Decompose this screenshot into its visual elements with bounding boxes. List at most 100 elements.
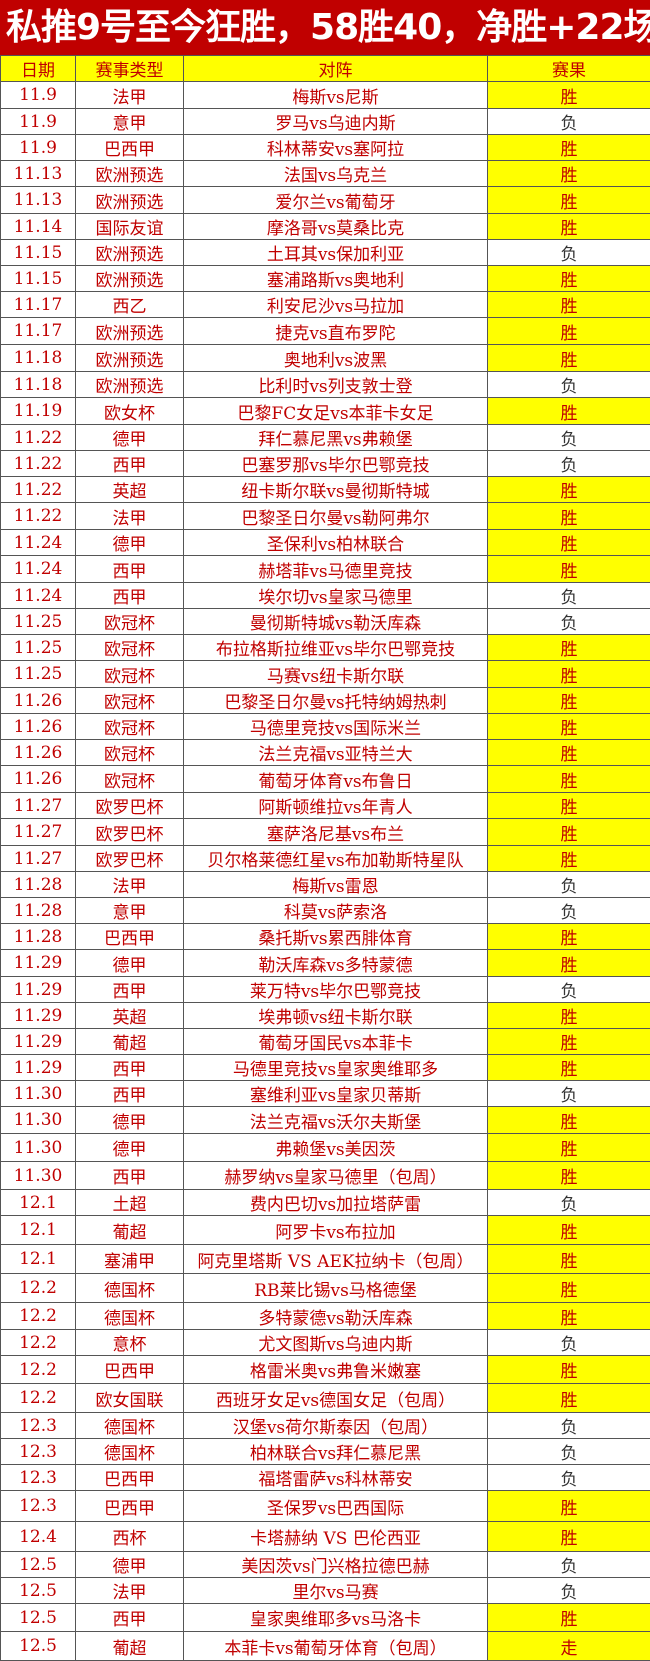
match-cell: 摩洛哥vs莫桑比克 [184, 214, 488, 240]
date-cell: 11.13 [1, 187, 76, 214]
match-cell: 塞浦路斯vs奥地利 [184, 266, 488, 292]
date-cell: 11.15 [1, 266, 76, 292]
result-cell: 胜 [488, 846, 650, 872]
match-cell: 法兰克福vs亚特兰大 [184, 740, 488, 766]
date-cell: 11.24 [1, 583, 76, 609]
type-cell: 西杯 [76, 1522, 184, 1552]
result-cell: 负 [488, 1081, 650, 1107]
type-cell: 德甲 [76, 950, 184, 977]
date-cell: 11.15 [1, 240, 76, 266]
result-cell: 胜 [488, 1303, 650, 1330]
date-cell: 11.19 [1, 398, 76, 425]
date-cell: 12.2 [1, 1303, 76, 1330]
date-cell: 11.13 [1, 161, 76, 187]
result-cell: 胜 [488, 556, 650, 583]
type-cell: 葡超 [76, 1632, 184, 1661]
type-cell: 德国杯 [76, 1303, 184, 1330]
date-cell: 12.5 [1, 1604, 76, 1632]
date-cell: 11.30 [1, 1134, 76, 1162]
result-cell: 胜 [488, 1522, 650, 1552]
date-cell: 12.2 [1, 1330, 76, 1356]
result-cell: 胜 [488, 1604, 650, 1632]
type-cell: 西乙 [76, 292, 184, 318]
match-cell: 圣保罗vs巴西国际 [184, 1491, 488, 1522]
match-cell: 西班牙女足vs德国女足（包周） [184, 1384, 488, 1413]
type-cell: 欧冠杯 [76, 766, 184, 793]
type-cell: 欧洲预选 [76, 161, 184, 187]
match-cell: 阿克里塔斯 VS AEK拉纳卡（包周） [184, 1245, 488, 1274]
date-cell: 11.28 [1, 898, 76, 924]
date-cell: 11.22 [1, 451, 76, 477]
date-cell: 11.22 [1, 425, 76, 451]
type-cell: 西甲 [76, 556, 184, 583]
date-cell: 11.24 [1, 530, 76, 556]
match-cell: 梅斯vs尼斯 [184, 82, 488, 109]
match-cell: 卡塔赫纳 VS 巴伦西亚 [184, 1522, 488, 1552]
match-cell: 赫塔菲vs马德里竞技 [184, 556, 488, 583]
match-cell: 塞维利亚vs皇家贝蒂斯 [184, 1081, 488, 1107]
date-cell: 11.29 [1, 950, 76, 977]
date-cell: 11.25 [1, 661, 76, 688]
match-cell: 美因茨vs门兴格拉德巴赫 [184, 1552, 488, 1578]
match-cell: 纽卡斯尔联vs曼彻斯特城 [184, 477, 488, 503]
date-cell: 11.30 [1, 1162, 76, 1190]
result-cell: 胜 [488, 82, 650, 109]
match-cell: 法兰克福vs沃尔夫斯堡 [184, 1107, 488, 1134]
match-cell: 法国vs乌克兰 [184, 161, 488, 187]
result-cell: 负 [488, 977, 650, 1003]
match-cell: 巴黎FC女足vs本菲卡女足 [184, 398, 488, 425]
result-cell: 胜 [488, 1384, 650, 1413]
type-cell: 意甲 [76, 898, 184, 924]
match-cell: 科莫vs萨索洛 [184, 898, 488, 924]
match-cell: 土耳其vs保加利亚 [184, 240, 488, 266]
result-cell: 负 [488, 240, 650, 266]
type-cell: 巴西甲 [76, 135, 184, 161]
type-cell: 欧冠杯 [76, 714, 184, 740]
type-cell: 欧洲预选 [76, 266, 184, 292]
header-result: 赛果 [488, 56, 650, 82]
type-cell: 土超 [76, 1190, 184, 1216]
type-cell: 国际友谊 [76, 214, 184, 240]
type-cell: 欧罗巴杯 [76, 846, 184, 872]
result-cell: 胜 [488, 924, 650, 950]
result-cell: 胜 [488, 266, 650, 292]
type-cell: 塞浦甲 [76, 1245, 184, 1274]
result-cell: 胜 [488, 1491, 650, 1522]
date-cell: 11.29 [1, 1029, 76, 1055]
date-cell: 12.2 [1, 1384, 76, 1413]
match-cell: 巴黎圣日尔曼vs托特纳姆热刺 [184, 688, 488, 714]
match-cell: 捷克vs直布罗陀 [184, 318, 488, 345]
match-cell: 本菲卡vs葡萄牙体育（包周） [184, 1632, 488, 1661]
page-title: 私推9号至今狂胜，58胜40，净胜+22场 [0, 0, 650, 55]
match-cell: 柏林联合vs拜仁慕尼黑 [184, 1439, 488, 1465]
result-cell: 胜 [488, 819, 650, 846]
date-cell: 12.4 [1, 1522, 76, 1552]
type-cell: 欧女杯 [76, 398, 184, 425]
match-cell: 多特蒙德vs勒沃库森 [184, 1303, 488, 1330]
type-cell: 法甲 [76, 503, 184, 530]
result-cell: 胜 [488, 1356, 650, 1384]
match-cell: 马德里竞技vs国际米兰 [184, 714, 488, 740]
match-cell: 罗马vs乌迪内斯 [184, 109, 488, 135]
date-cell: 12.3 [1, 1413, 76, 1439]
